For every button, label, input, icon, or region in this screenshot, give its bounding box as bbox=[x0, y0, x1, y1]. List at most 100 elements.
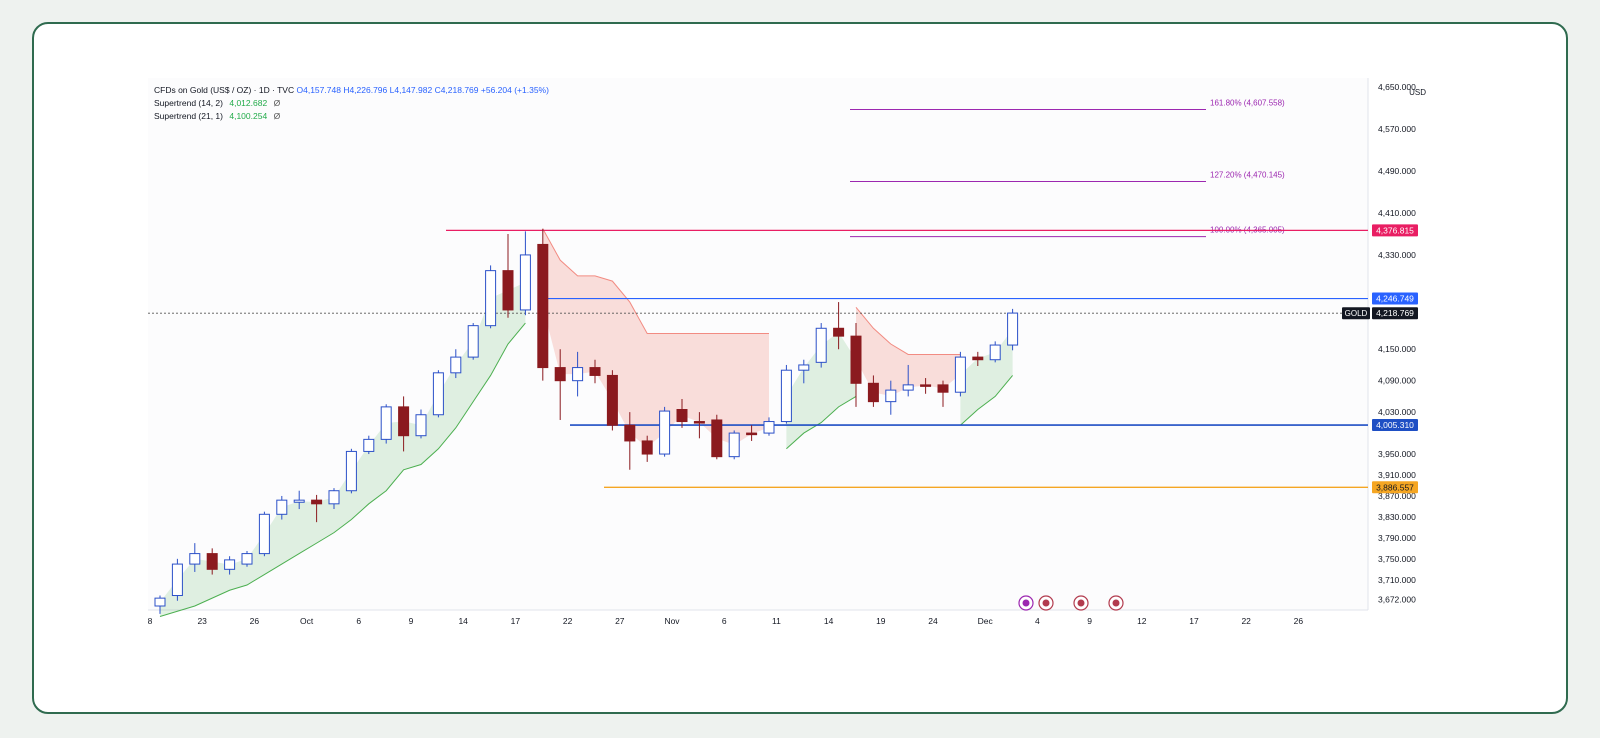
price-tag-label-low: 3,886.557 bbox=[1376, 482, 1414, 492]
candle-body bbox=[519, 254, 531, 311]
x-tick-label: 24 bbox=[928, 616, 938, 626]
y-tick-label: 4,570.000 bbox=[1378, 124, 1416, 134]
candle-body bbox=[728, 432, 740, 458]
x-tick-label: 27 bbox=[615, 616, 625, 626]
supertrend-up-band-1-line bbox=[786, 395, 857, 450]
x-tick-label: 14 bbox=[824, 616, 834, 626]
candle-body bbox=[189, 553, 201, 565]
candle-body bbox=[450, 356, 462, 374]
candle-body bbox=[311, 499, 323, 505]
y-tick-label: 4,410.000 bbox=[1378, 208, 1416, 218]
x-tick-label: 23 bbox=[197, 616, 207, 626]
x-tick-label: 19 bbox=[876, 616, 886, 626]
candle-body bbox=[711, 419, 723, 458]
candle-body bbox=[363, 438, 375, 452]
event-icon-dot bbox=[1022, 599, 1030, 607]
y-tick-label: 3,950.000 bbox=[1378, 449, 1416, 459]
y-tick-label: 4,490.000 bbox=[1378, 166, 1416, 176]
price-tag-label-last: 4,218.769 bbox=[1376, 308, 1414, 318]
y-tick-label: 3,750.000 bbox=[1378, 554, 1416, 564]
candle-body bbox=[328, 490, 340, 505]
y-tick-label: 3,830.000 bbox=[1378, 512, 1416, 522]
supertrend-down-band-0-fill bbox=[542, 228, 769, 448]
candle-body bbox=[502, 270, 514, 311]
candle-body bbox=[920, 384, 932, 387]
candle-body bbox=[954, 356, 966, 393]
x-tick-label: 22 bbox=[1241, 616, 1251, 626]
candle-body bbox=[606, 374, 618, 426]
plot-background bbox=[148, 78, 1368, 610]
x-tick-label: 14 bbox=[458, 616, 468, 626]
candle-body bbox=[972, 356, 984, 361]
symbol-tag-label: GOLD bbox=[1345, 309, 1368, 318]
x-tick-label: 26 bbox=[1294, 616, 1304, 626]
candle-body bbox=[659, 410, 671, 455]
candle-body bbox=[154, 597, 166, 607]
price-tag-high bbox=[1372, 292, 1418, 305]
symbol-title: CFDs on Gold (US$ / OZ) · 1D · TVC bbox=[154, 85, 295, 95]
candle-body bbox=[171, 563, 183, 597]
supertrend-down-band-1-fill bbox=[856, 307, 961, 396]
candle-body bbox=[415, 414, 427, 437]
currency-label[interactable]: USD bbox=[1409, 88, 1426, 97]
y-tick-label: 4,650.000 bbox=[1378, 82, 1416, 92]
candle-body bbox=[467, 325, 479, 358]
symbol-tag bbox=[1342, 307, 1370, 320]
candle-body bbox=[589, 367, 601, 376]
candle-body bbox=[537, 243, 549, 369]
supertrend-down-band-0-line bbox=[542, 228, 769, 335]
price-tag-label-high: 4,246.749 bbox=[1376, 294, 1414, 304]
candle-body bbox=[624, 424, 636, 442]
candle-body bbox=[345, 450, 357, 492]
candle-body bbox=[224, 559, 236, 570]
candle-body bbox=[293, 499, 305, 503]
close-value: C4,218.769 bbox=[434, 85, 479, 95]
candle-body bbox=[902, 384, 914, 391]
visibility-icon[interactable]: Ø bbox=[273, 98, 281, 108]
y-tick-label: 3,790.000 bbox=[1378, 533, 1416, 543]
y-tick-label: 4,030.000 bbox=[1378, 407, 1416, 417]
supertrend2-label[interactable]: Supertrend (21, 1) bbox=[154, 111, 223, 121]
x-tick-label: 17 bbox=[1189, 616, 1199, 626]
candle-body bbox=[485, 270, 497, 327]
candle-body bbox=[1007, 312, 1019, 346]
candle-body bbox=[572, 367, 584, 382]
candle-body bbox=[398, 406, 410, 437]
price-tag-label-support: 4,005.310 bbox=[1376, 420, 1414, 430]
candle-body bbox=[746, 432, 758, 436]
x-tick-label: Dec bbox=[978, 616, 994, 626]
supertrend-down-band-1-line bbox=[855, 307, 961, 355]
candle-body bbox=[798, 364, 810, 371]
supertrend1-value: 4,012.682 bbox=[229, 98, 268, 108]
y-tick-label: 3,672.000 bbox=[1378, 595, 1416, 605]
candlestick-chart[interactable]: 161.80% (4,607.558)127.20% (4,470.145)10… bbox=[148, 78, 1452, 638]
candle-body bbox=[763, 421, 775, 434]
candle-body bbox=[833, 327, 845, 337]
price-tag-last bbox=[1372, 307, 1418, 320]
candle-body bbox=[380, 406, 392, 440]
price-tag-label-resistance: 4,376.815 bbox=[1376, 225, 1414, 235]
chart-legend: CFDs on Gold (US$ / OZ) · 1D · TVC O4,15… bbox=[154, 84, 549, 123]
visibility-icon[interactable]: Ø bbox=[273, 111, 281, 121]
y-tick-label: 3,910.000 bbox=[1378, 470, 1416, 480]
x-tick-label: 22 bbox=[563, 616, 573, 626]
fib-label-1: 127.20% (4,470.145) bbox=[1210, 170, 1285, 179]
candle-body bbox=[780, 369, 792, 423]
fib-label-0: 161.80% (4,607.558) bbox=[1210, 98, 1285, 107]
candle-body bbox=[937, 384, 949, 393]
candle-body bbox=[432, 372, 444, 416]
event-icon-dot bbox=[1077, 599, 1085, 607]
x-tick-label: Oct bbox=[300, 616, 314, 626]
price-tag-low bbox=[1372, 481, 1418, 494]
candle-body bbox=[276, 499, 288, 515]
low-value: L4,147.982 bbox=[389, 85, 433, 95]
x-tick-label: 9 bbox=[1087, 616, 1092, 626]
supertrend1-label[interactable]: Supertrend (14, 2) bbox=[154, 98, 223, 108]
candle-body bbox=[850, 335, 862, 384]
x-tick-label: 26 bbox=[250, 616, 260, 626]
x-tick-label: 17 bbox=[511, 616, 521, 626]
candle-body bbox=[206, 553, 218, 570]
supertrend-up-band-1-fill bbox=[786, 332, 856, 449]
chart-area[interactable]: 161.80% (4,607.558) 127.20% (4,470.145) 10… bbox=[148, 78, 1452, 638]
supertrend2-value: 4,100.254 bbox=[229, 111, 268, 121]
